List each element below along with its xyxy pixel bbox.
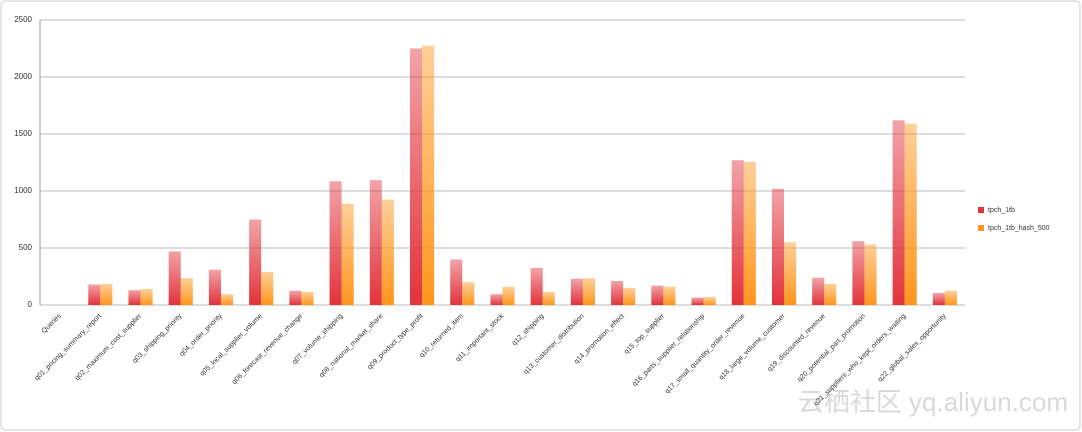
y-tick-label: 1500 bbox=[14, 129, 32, 138]
bar bbox=[892, 120, 905, 305]
bar bbox=[852, 241, 865, 305]
legend-swatch bbox=[978, 225, 984, 231]
bar bbox=[864, 244, 877, 305]
bar bbox=[784, 242, 797, 305]
bar bbox=[410, 48, 423, 305]
bar bbox=[502, 286, 515, 305]
bar bbox=[623, 287, 636, 305]
bar bbox=[944, 290, 957, 305]
y-tick-label: 0 bbox=[28, 300, 33, 309]
bar bbox=[611, 281, 624, 305]
bar bbox=[329, 181, 342, 305]
bar bbox=[168, 251, 181, 305]
bar bbox=[663, 286, 676, 305]
bar bbox=[341, 203, 354, 305]
bar bbox=[128, 290, 141, 305]
y-tick-label: 500 bbox=[19, 243, 33, 252]
bar bbox=[812, 277, 825, 305]
bar bbox=[703, 297, 716, 305]
bar bbox=[261, 271, 274, 305]
bar bbox=[824, 283, 837, 305]
bar bbox=[462, 282, 475, 305]
bar bbox=[743, 161, 756, 305]
y-tick-label: 1000 bbox=[14, 186, 32, 195]
bar bbox=[220, 294, 234, 305]
bar bbox=[582, 278, 595, 305]
bar bbox=[530, 267, 543, 305]
bar bbox=[249, 219, 262, 305]
bar bbox=[490, 294, 503, 305]
bar bbox=[651, 285, 664, 305]
bar bbox=[450, 259, 463, 305]
bar bbox=[542, 291, 555, 305]
watermark: 云栖社区 yq.aliyun.com bbox=[798, 387, 1068, 417]
bar bbox=[771, 188, 785, 305]
y-tick-label: 2000 bbox=[14, 72, 32, 81]
bar bbox=[88, 284, 101, 305]
bar bbox=[381, 199, 394, 305]
bar bbox=[731, 160, 744, 305]
bar bbox=[180, 278, 193, 305]
bar bbox=[100, 283, 113, 305]
bar bbox=[932, 293, 945, 305]
y-tick-label: 2500 bbox=[14, 15, 32, 24]
bar bbox=[369, 180, 382, 305]
bar bbox=[691, 297, 704, 305]
bar bbox=[140, 289, 153, 305]
legend-label: tpch_1tb_hash_500 bbox=[988, 225, 1050, 232]
legend-label: tpch_1tb bbox=[988, 207, 1015, 214]
bar bbox=[289, 290, 302, 305]
bar bbox=[301, 291, 314, 305]
legend-swatch bbox=[978, 207, 984, 213]
bar bbox=[208, 269, 221, 305]
bar bbox=[904, 123, 917, 306]
bar bbox=[422, 45, 435, 306]
bar bbox=[570, 278, 583, 305]
